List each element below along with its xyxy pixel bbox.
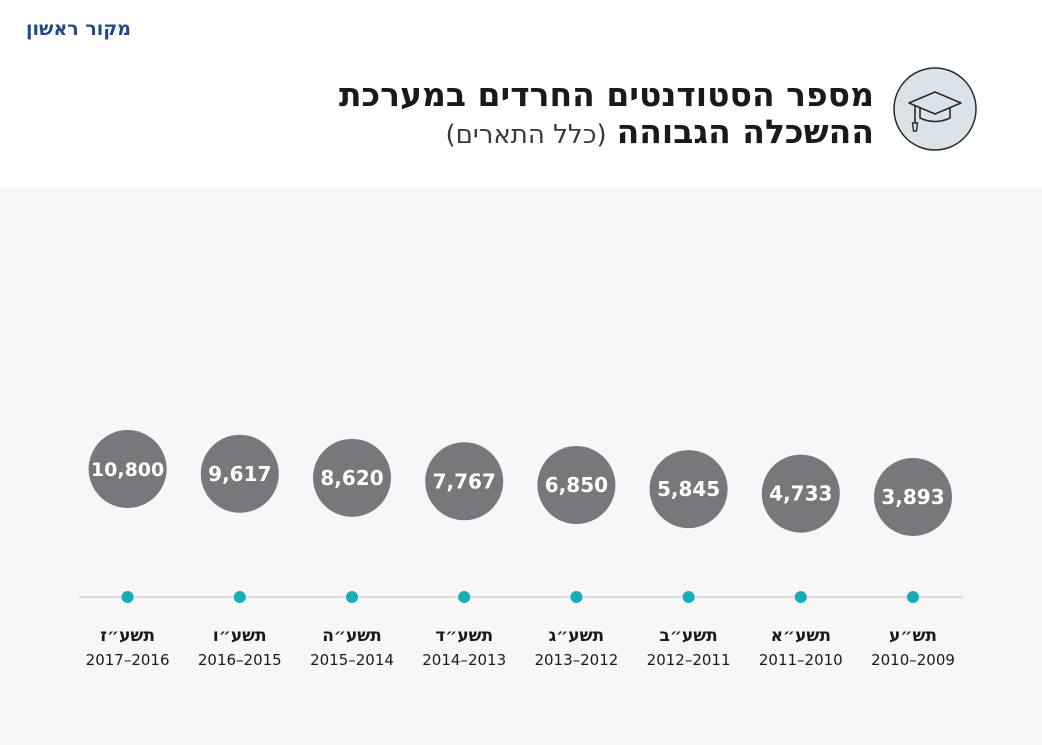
chart-title: מספר הסטודנטים החרדים במערכת ההשכלה הגבו… bbox=[339, 76, 874, 156]
value-bubble bbox=[537, 446, 616, 525]
year-label: 2017–2016 bbox=[86, 651, 170, 669]
value-label: 4,733 bbox=[769, 482, 832, 506]
title-line-2: ההשכלה הגבוהה (כלל התארים) bbox=[339, 114, 874, 156]
timeline-dot bbox=[682, 591, 695, 603]
category-label: תשע״ג bbox=[549, 626, 605, 646]
timeline-dot bbox=[346, 591, 358, 603]
chart-subtitle: (כלל התארים) bbox=[445, 120, 607, 150]
value-label: 10,800 bbox=[91, 459, 164, 481]
year-label: 2015–2014 bbox=[310, 651, 394, 669]
timeline-dot bbox=[458, 591, 471, 603]
category-label: תשע״ב bbox=[659, 626, 717, 646]
year-label: 2010–2009 bbox=[871, 651, 955, 669]
year-label: 2014–2013 bbox=[422, 651, 506, 669]
value-label: 5,845 bbox=[657, 477, 720, 501]
timeline-dot bbox=[794, 591, 807, 603]
value-label: 8,620 bbox=[320, 466, 383, 490]
category-label: תשע״ז bbox=[100, 626, 155, 646]
value-bubble bbox=[313, 438, 391, 517]
graduation-cap-icon bbox=[893, 67, 977, 151]
value-bubble bbox=[761, 454, 840, 533]
category-label: תשע״ו bbox=[213, 626, 267, 646]
value-bubble bbox=[649, 450, 728, 529]
bubble-timeline-chart: 3,893 תש״ע 2010–2009 4,733 תשע״א 2011–2010 5,8… bbox=[79, 430, 963, 669]
year-label: 2012–2011 bbox=[647, 651, 731, 669]
timeline-dot bbox=[121, 591, 134, 603]
value-label: 7,767 bbox=[433, 469, 496, 493]
chart-panel: 3,893 תש״ע 2010–2009 4,733 תשע״א 2011–2010 5,8… bbox=[0, 187, 1042, 745]
value-bubble bbox=[425, 442, 504, 521]
timeline-dot bbox=[907, 591, 919, 603]
value-bubble bbox=[88, 430, 167, 508]
value-label: 9,617 bbox=[208, 462, 271, 486]
timeline-dot bbox=[233, 591, 246, 603]
category-label: תש״ע bbox=[889, 626, 937, 646]
value-bubble bbox=[874, 458, 952, 536]
value-label: 3,893 bbox=[881, 485, 944, 509]
category-label: תשע״ה bbox=[322, 626, 382, 646]
timeline-dot bbox=[570, 591, 583, 603]
year-label: 2016–2015 bbox=[198, 651, 282, 669]
category-label: תשע״ד bbox=[435, 626, 493, 646]
year-label: 2013–2012 bbox=[534, 651, 618, 669]
title-line-1: מספר הסטודנטים החרדים במערכת bbox=[338, 75, 874, 114]
brand-logo: מקור ראשון bbox=[26, 18, 132, 40]
year-label: 2011–2010 bbox=[759, 651, 843, 669]
value-label: 6,850 bbox=[545, 473, 608, 497]
category-label: תשע״א bbox=[771, 626, 831, 646]
title-line-2-main: ההשכלה הגבוהה bbox=[616, 112, 874, 151]
value-bubble bbox=[200, 434, 279, 513]
